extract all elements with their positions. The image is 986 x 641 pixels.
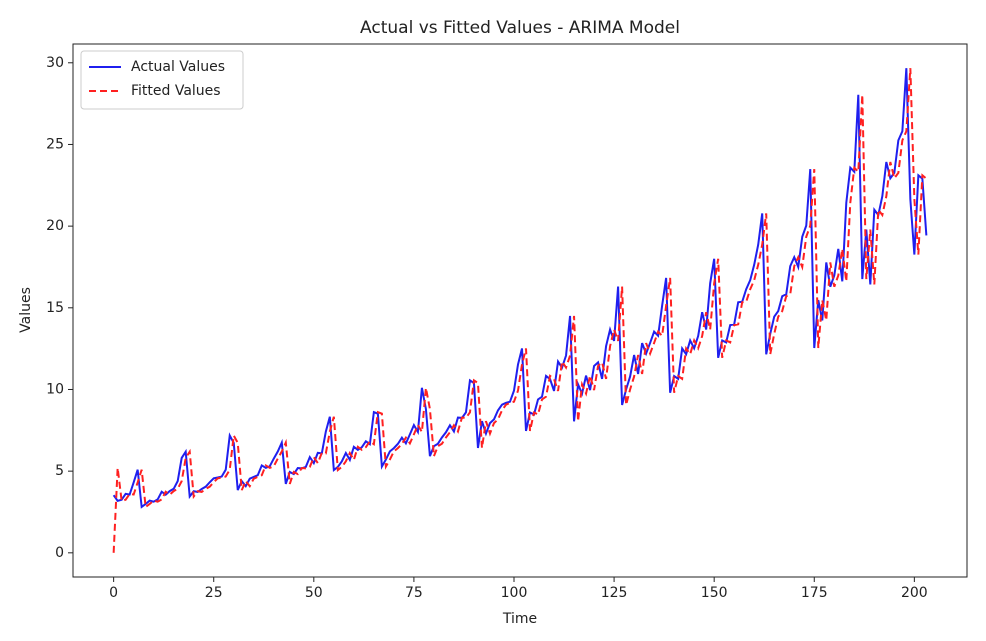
x-tick-label: 175 bbox=[801, 585, 828, 601]
x-axis-label: Time bbox=[502, 611, 537, 627]
y-tick-label: 20 bbox=[46, 218, 64, 234]
x-tick-label: 75 bbox=[405, 585, 423, 601]
x-tick-label: 200 bbox=[901, 585, 928, 601]
x-tick-label: 50 bbox=[305, 585, 323, 601]
data-line bbox=[112, 68, 928, 509]
legend-box bbox=[80, 50, 244, 110]
legend-label: Fitted Values bbox=[131, 83, 221, 99]
x-tick-label: 150 bbox=[701, 585, 728, 601]
y-axis-label: Values bbox=[18, 287, 34, 333]
chart-title: Actual vs Fitted Values - ARIMA Model bbox=[360, 18, 680, 38]
x-tick-label: 25 bbox=[205, 585, 223, 601]
x-tick-label: 125 bbox=[601, 585, 628, 601]
y-tick-label: 10 bbox=[46, 381, 64, 397]
data-line bbox=[112, 68, 927, 553]
plot-frame bbox=[72, 43, 968, 578]
y-tick-label: 15 bbox=[46, 300, 64, 316]
y-tick-label: 5 bbox=[55, 463, 64, 479]
x-tick-label: 0 bbox=[109, 585, 118, 601]
x-tick-label: 100 bbox=[501, 585, 528, 601]
legend-label: Actual Values bbox=[131, 59, 225, 75]
y-tick-label: 30 bbox=[46, 55, 64, 71]
y-tick-label: 0 bbox=[55, 545, 64, 561]
y-tick-label: 25 bbox=[46, 136, 64, 152]
